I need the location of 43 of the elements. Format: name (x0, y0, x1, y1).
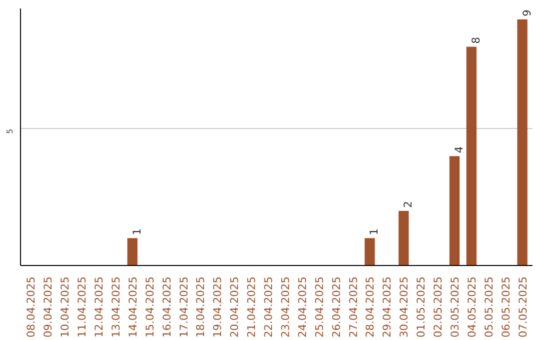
x-tick-label: 26.04.2025 (330, 276, 343, 338)
x-tick-label: 15.04.2025 (143, 276, 156, 338)
x-tick-label: 09.04.2025 (42, 276, 55, 338)
x-tick-label: 21.04.2025 (245, 276, 258, 338)
x-tick-label: 06.05.2025 (499, 276, 512, 338)
x-tick-label: 19.04.2025 (211, 276, 224, 338)
bar (517, 19, 528, 266)
x-tick-label: 03.05.2025 (448, 276, 462, 338)
x-tick-label: 14.04.2025 (126, 276, 140, 338)
x-tick-label: 02.05.2025 (432, 276, 445, 338)
bar (127, 238, 138, 266)
x-tick-label: 24.04.2025 (296, 276, 309, 338)
x-tick-label: 11.04.2025 (76, 276, 89, 338)
x-tick-label: 27.04.2025 (346, 276, 360, 338)
x-tick-label: 28.04.2025 (364, 276, 377, 338)
data-label: 2 (402, 201, 415, 208)
y-tick-label: 5 (6, 128, 14, 134)
x-tick-label: 04.05.2025 (465, 276, 478, 338)
x-tick-label: 17.04.2025 (177, 276, 190, 338)
x-tick-label: 01.05.2025 (414, 276, 428, 338)
x-tick-label: 29.04.2025 (380, 276, 394, 338)
data-label: 4 (452, 146, 466, 154)
x-tick-label: 13.04.2025 (109, 276, 122, 338)
data-label: 8 (469, 36, 482, 44)
x-tick-label: 25.04.2025 (312, 276, 326, 338)
data-label: 9 (520, 9, 534, 16)
x-tick-label: 08.04.2025 (24, 276, 38, 338)
data-label: 1 (368, 228, 381, 236)
data-label: 1 (130, 228, 144, 236)
bar (466, 46, 477, 266)
bar (398, 210, 409, 266)
x-tick-label: 16.04.2025 (160, 276, 174, 338)
x-tick-label: 07.05.2025 (516, 276, 530, 338)
bar (449, 156, 460, 266)
x-tick-label: 23.04.2025 (278, 276, 292, 338)
x-tick-label: 12.04.2025 (92, 276, 106, 338)
x-tick-label: 30.04.2025 (398, 276, 411, 338)
x-tick-label: 22.04.2025 (262, 276, 276, 338)
bar (364, 238, 375, 266)
x-tick-label: 05.05.2025 (482, 276, 496, 338)
x-tick-label: 10.04.2025 (58, 276, 72, 338)
x-tick-label: 18.04.2025 (194, 276, 208, 338)
x-tick-label: 20.04.2025 (228, 276, 242, 338)
